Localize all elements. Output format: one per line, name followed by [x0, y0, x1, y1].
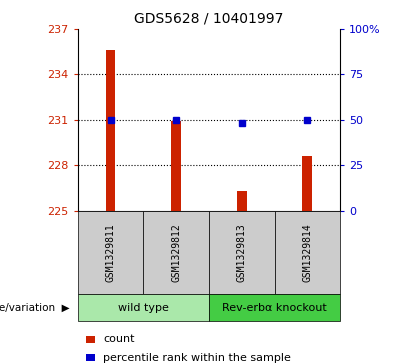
Bar — [302, 156, 312, 211]
Bar — [171, 121, 181, 211]
Text: Rev-erbα knockout: Rev-erbα knockout — [222, 303, 327, 313]
Text: GSM1329811: GSM1329811 — [105, 223, 116, 282]
Text: genotype/variation  ▶: genotype/variation ▶ — [0, 303, 69, 313]
Text: percentile rank within the sample: percentile rank within the sample — [103, 352, 291, 363]
Title: GDS5628 / 10401997: GDS5628 / 10401997 — [134, 11, 284, 25]
Text: wild type: wild type — [118, 303, 169, 313]
Bar — [105, 50, 116, 211]
Text: GSM1329814: GSM1329814 — [302, 223, 312, 282]
Text: GSM1329813: GSM1329813 — [237, 223, 247, 282]
Text: GSM1329812: GSM1329812 — [171, 223, 181, 282]
Bar — [237, 191, 247, 211]
Text: count: count — [103, 334, 134, 344]
